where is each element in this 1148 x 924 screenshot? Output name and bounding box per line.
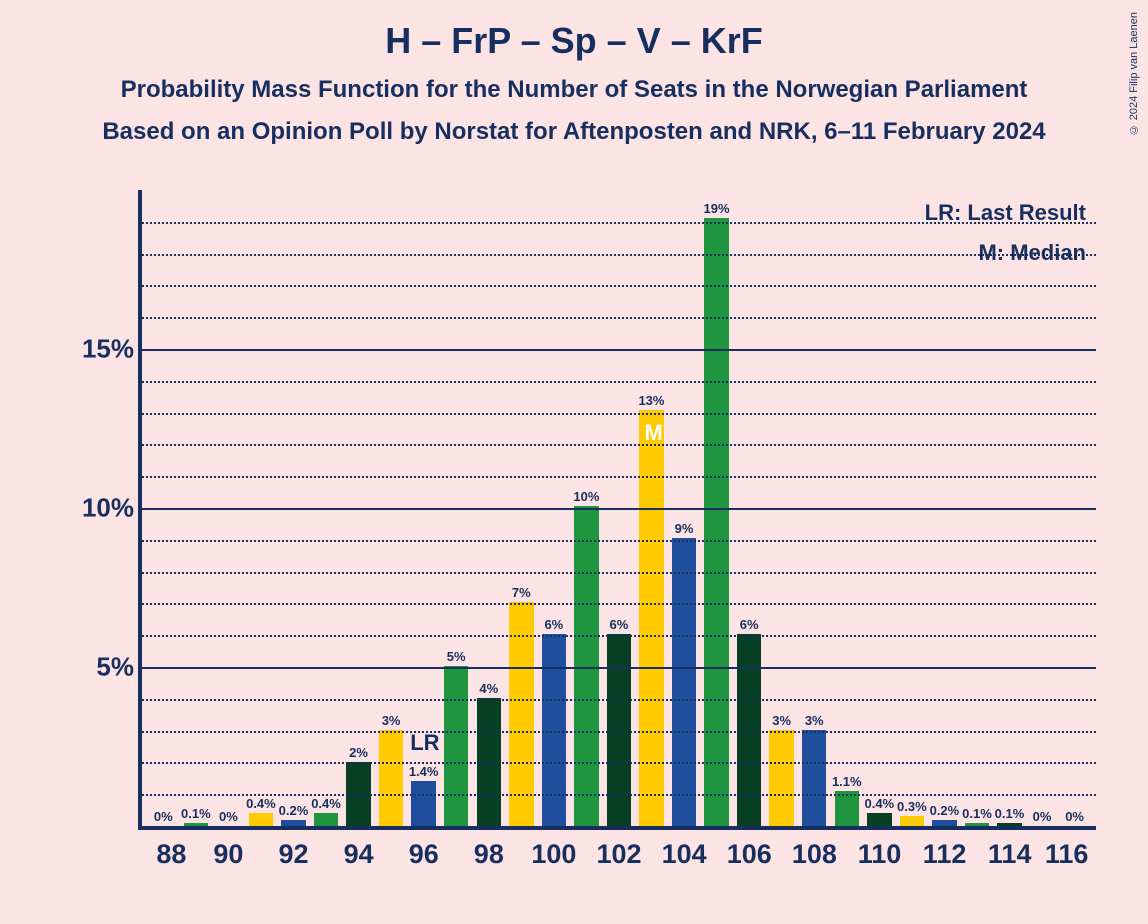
bar-value-label: 4% <box>479 681 498 696</box>
y-axis-label: 10% <box>82 493 134 524</box>
x-axis-label: 106 <box>717 839 782 870</box>
plot-area: LR: Last Result M: Median 0%0.1%0%0.4%0.… <box>138 190 1096 830</box>
x-axis-label: 108 <box>782 839 847 870</box>
gridline-minor <box>142 699 1096 701</box>
bar-value-label: 3% <box>382 713 401 728</box>
bar-value-label: 1.1% <box>832 774 862 789</box>
gridline-major <box>142 349 1096 351</box>
gridline-minor <box>142 476 1096 478</box>
x-axis-label: 116 <box>1042 839 1091 870</box>
chart-subtitle-1: Probability Mass Function for the Number… <box>0 76 1148 104</box>
bar-value-label: 19% <box>704 201 730 216</box>
bar-value-label: 0% <box>1065 809 1084 824</box>
bar-value-label: 0% <box>1033 809 1052 824</box>
gridline-minor <box>142 603 1096 605</box>
bar-value-label: 6% <box>610 617 629 632</box>
bar-fill <box>867 813 891 826</box>
gridline-minor <box>142 731 1096 733</box>
gridline-minor <box>142 540 1096 542</box>
gridline-minor <box>142 285 1096 287</box>
bar-value-label: 7% <box>512 585 531 600</box>
gridline-minor <box>142 317 1096 319</box>
y-axis-label: 5% <box>96 652 134 683</box>
bar-value-label: 0.2% <box>930 803 960 818</box>
y-axis-label: 15% <box>82 334 134 365</box>
x-axis-label: 96 <box>391 839 456 870</box>
bar-value-label: 6% <box>740 617 759 632</box>
bar-value-label: 2% <box>349 745 368 760</box>
bar-fill <box>379 730 403 826</box>
x-axis-label: 110 <box>847 839 912 870</box>
x-axis-label: 104 <box>652 839 717 870</box>
x-axis-label: 100 <box>521 839 586 870</box>
gridline-major <box>142 508 1096 510</box>
bar-fill <box>802 730 826 826</box>
x-axis-label: 114 <box>977 839 1042 870</box>
bar-fill <box>574 506 598 826</box>
x-axis-label: 112 <box>912 839 977 870</box>
bar-value-label: 13% <box>638 393 664 408</box>
x-axis-label: 92 <box>261 839 326 870</box>
bar-value-label: 0.1% <box>995 806 1025 821</box>
bar-fill <box>281 820 305 826</box>
bar-value-label: 3% <box>772 713 791 728</box>
bar-fill <box>184 823 208 826</box>
bar-fill <box>900 816 924 826</box>
x-axis-label: 90 <box>196 839 261 870</box>
bar-fill <box>672 538 696 826</box>
bar-value-label: 9% <box>675 521 694 536</box>
bar-fill <box>444 666 468 826</box>
bar-value-label: 6% <box>544 617 563 632</box>
chart-titles: H – FrP – Sp – V – KrF Probability Mass … <box>0 0 1148 146</box>
bar-value-label: 0.4% <box>246 796 276 811</box>
gridline-minor <box>142 762 1096 764</box>
gridline-minor <box>142 413 1096 415</box>
gridline-minor <box>142 635 1096 637</box>
bar-fill <box>932 820 956 826</box>
bar-fill <box>997 823 1021 826</box>
gridline-minor <box>142 222 1096 224</box>
bar-value-label: 3% <box>805 713 824 728</box>
bar-value-label: 0.4% <box>311 796 341 811</box>
bar-value-label: 5% <box>447 649 466 664</box>
x-axis-label: 94 <box>326 839 391 870</box>
x-axis: 889092949698100102104106108110112114116 <box>142 839 1096 870</box>
x-axis-label: 102 <box>586 839 651 870</box>
gridline-minor <box>142 444 1096 446</box>
bar-fill <box>411 781 435 826</box>
bar-value-label: 0% <box>219 809 238 824</box>
bar-value-label: 0% <box>154 809 173 824</box>
gridline-minor <box>142 572 1096 574</box>
copyright-text: © 2024 Filip van Laenen <box>1128 12 1140 135</box>
gridline-minor <box>142 254 1096 256</box>
bar-fill <box>769 730 793 826</box>
bar-value-label: 0.1% <box>962 806 992 821</box>
x-axis-label: 88 <box>147 839 196 870</box>
bar-value-label: 0.1% <box>181 806 211 821</box>
x-axis-label: 98 <box>456 839 521 870</box>
gridline-minor <box>142 794 1096 796</box>
bar-value-label: 0.2% <box>279 803 309 818</box>
chart-subtitle-2: Based on an Opinion Poll by Norstat for … <box>0 118 1148 146</box>
bar-fill <box>249 813 273 826</box>
bar-fill <box>704 218 728 826</box>
bar-fill <box>965 823 989 826</box>
bar-value-label: 0.3% <box>897 799 927 814</box>
bar-fill <box>314 813 338 826</box>
gridline-major <box>142 667 1096 669</box>
bar-value-label: 10% <box>573 489 599 504</box>
chart-title: H – FrP – Sp – V – KrF <box>0 20 1148 62</box>
gridline-minor <box>142 381 1096 383</box>
bar-value-label: 0.4% <box>864 796 894 811</box>
chart-container: LR: Last Result M: Median 0%0.1%0%0.4%0.… <box>58 190 1118 890</box>
bar-value-label: 1.4% <box>409 764 439 779</box>
